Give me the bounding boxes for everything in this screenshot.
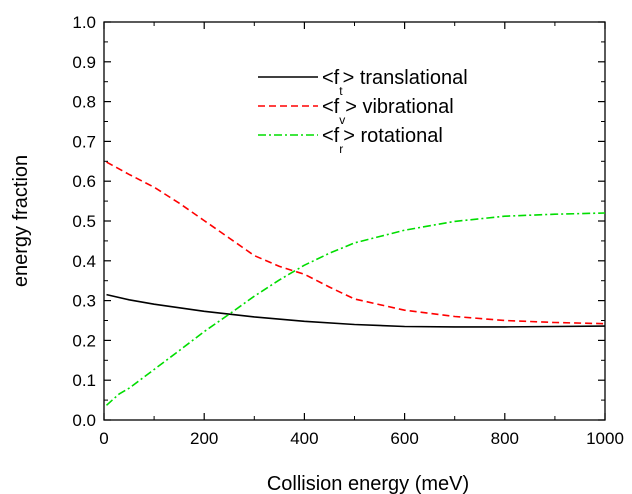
legend-label-subscript: v [339,113,345,127]
legend-label-suffix: > rotational [343,125,443,147]
x-tick-label: 600 [390,429,418,448]
legend-item-translational: <ft> translational [258,67,468,98]
y-tick-label: 0.0 [72,411,96,430]
series-group [105,161,606,406]
legend-label-vibrational: <fv> vibrational [322,96,454,127]
y-tick-label: 0.7 [72,132,96,151]
x-tick-label: 1000 [586,429,624,448]
x-axis-title: Collision energy (meV) [267,473,469,494]
y-tick-label: 0.6 [72,172,96,191]
legend-label-subscript: t [339,84,343,98]
plot-frame [103,21,606,421]
y-tick-label: 0.8 [72,93,96,112]
y-axis-title: energy fraction [10,155,32,287]
y-tick-label: 0.1 [72,371,96,390]
series-line-translational [106,293,606,328]
legend-label-suffix: > translational [343,67,468,89]
y-tick-label: 0.9 [72,53,96,72]
y-tick-label: 0.3 [72,292,96,311]
y-tick-label: 0.4 [72,252,96,271]
legend-label-prefix: <f [322,125,340,147]
legend-label-subscript: r [339,142,343,156]
series-line-rotational [105,212,606,406]
x-tick-label: 800 [491,429,519,448]
x-tick-label: 400 [290,429,318,448]
y-tick-label: 1.0 [72,13,96,32]
y-tick-label: 0.2 [72,331,96,350]
series-line-vibrational [106,161,606,325]
legend-label-translational: <ft> translational [322,67,468,98]
legend-item-vibrational: <fv> vibrational [258,96,454,127]
legend-label-suffix: > vibrational [345,96,453,118]
legend-label-prefix: <f [322,96,340,118]
x-tick-label: 0 [99,429,108,448]
x-tick-label: 200 [190,429,218,448]
legend-item-rotational: <fr> rotational [258,125,443,156]
y-tick-label: 0.5 [72,212,96,231]
legend-label-prefix: <f [322,67,340,89]
axes: 0 200 400 600 800 1000 0.0 0.1 0.2 0.3 0.4 0.5 0.6 0.… [72,13,624,448]
legend-label-rotational: <fr> rotational [322,125,443,156]
legend: <ft> translational<fv> vibrational<fr> r… [258,67,468,156]
plot-area [103,21,606,421]
